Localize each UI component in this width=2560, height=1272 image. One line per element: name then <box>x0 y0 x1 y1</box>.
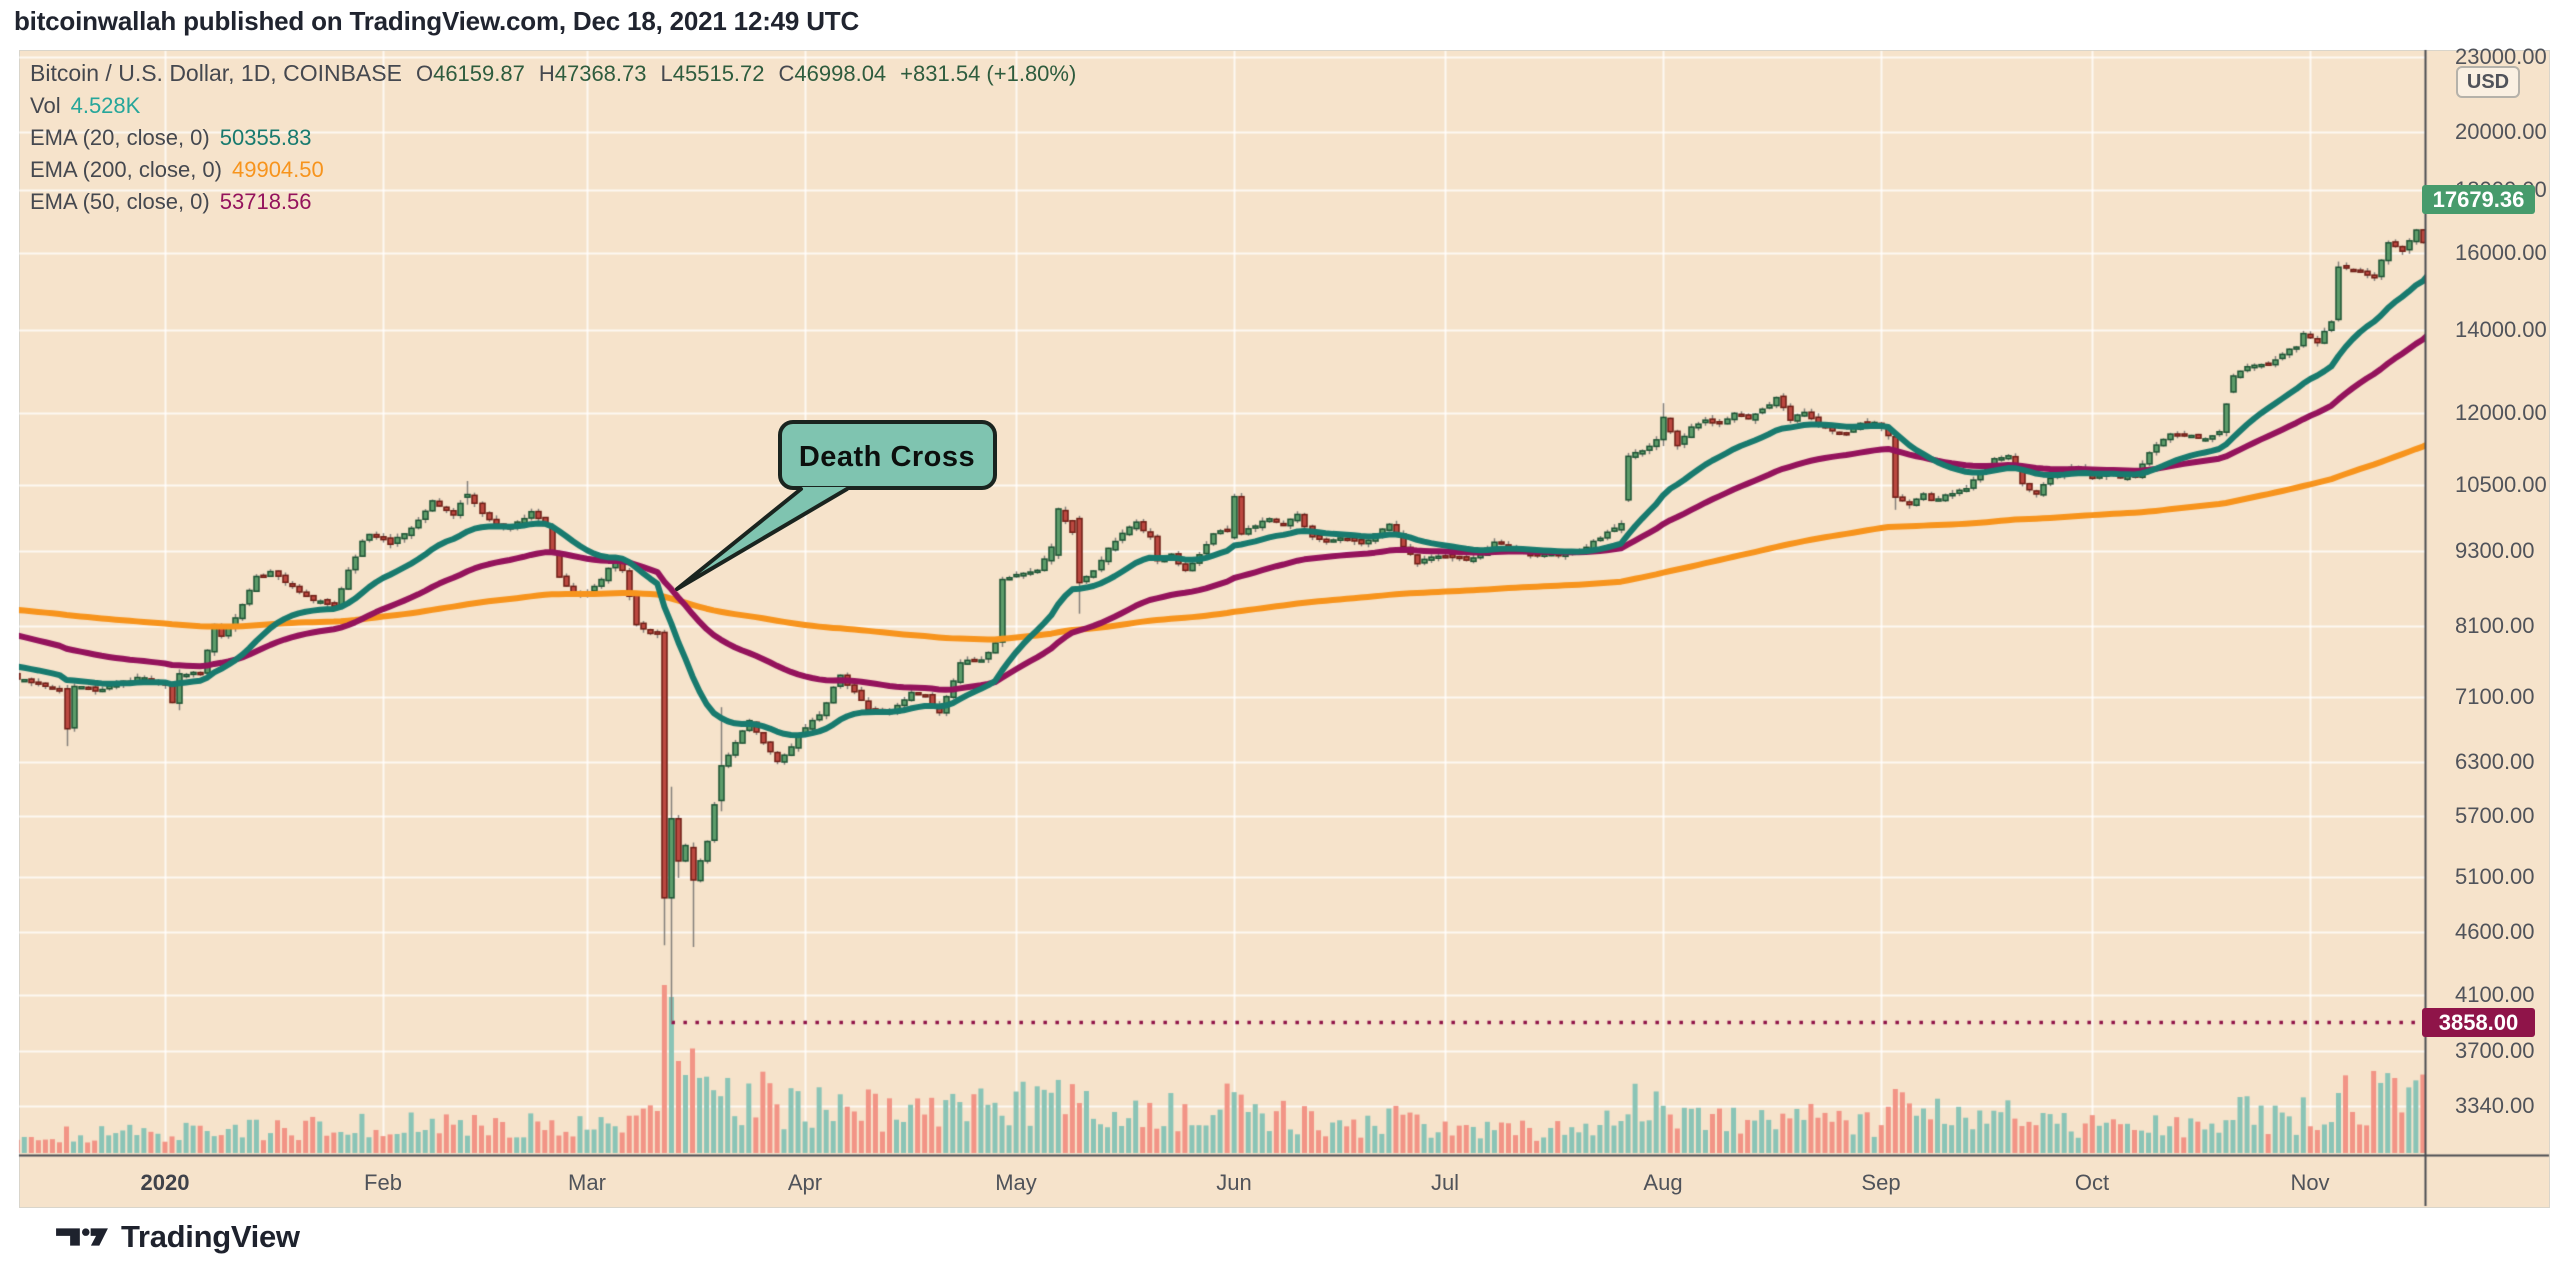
tradingview-wordmark: TradingView <box>121 1219 300 1254</box>
ohlc-key: C <box>778 61 795 86</box>
alert-price-value: 3858.00 <box>2438 1009 2519 1035</box>
ohlc-key: O <box>415 61 434 86</box>
last-price-value: 17679.36 <box>2432 186 2525 212</box>
change-value: +831.54 (+1.80%) <box>900 61 1077 86</box>
volume-label: Vol <box>30 93 61 118</box>
indicator-rows: EMA (20, close, 0) 50355.83 EMA (200, clos… <box>30 122 1076 218</box>
indicator-row-ema50[interactable]: EMA (50, close, 0) 53718.56 <box>30 186 1076 218</box>
alert-price-label: 3858.00 <box>2422 1008 2535 1037</box>
indicator-label: EMA (50, close, 0) <box>30 189 210 214</box>
indicator-label: EMA (20, close, 0) <box>30 125 210 150</box>
currency-toggle[interactable]: USD <box>2456 66 2520 98</box>
indicator-row-ema200[interactable]: EMA (200, close, 0) 49904.50 <box>30 154 1076 186</box>
tradingview-footer[interactable]: TradingView <box>55 1206 300 1268</box>
ohlc-key: L <box>660 61 673 86</box>
indicator-value: 49904.50 <box>231 157 324 182</box>
ohlc-value: 46159.87 <box>433 61 525 86</box>
tradingview-logo-icon <box>56 1228 108 1246</box>
symbol-title: Bitcoin / U.S. Dollar, 1D, COINBASE <box>30 60 402 86</box>
symbol-row[interactable]: Bitcoin / U.S. Dollar, 1D, COINBASE O4615… <box>30 57 1076 90</box>
volume-value: 4.528K <box>70 93 141 118</box>
publish-attribution-text: bitcoinwallah published on TradingView.c… <box>14 6 860 36</box>
volume-row[interactable]: Vol 4.528K <box>30 90 1076 122</box>
chart-legend: Bitcoin / U.S. Dollar, 1D, COINBASE O4615… <box>30 57 1076 218</box>
ohlc-values: O46159.87 H47368.73 L45515.72 C46998.04 <box>402 61 886 86</box>
ohlc-key: H <box>538 61 555 86</box>
indicator-label: EMA (200, close, 0) <box>30 157 222 182</box>
indicator-row-ema20[interactable]: EMA (20, close, 0) 50355.83 <box>30 122 1076 154</box>
ohlc-value: 47368.73 <box>554 61 647 86</box>
indicator-value: 50355.83 <box>219 125 312 150</box>
indicator-value: 53718.56 <box>219 189 312 214</box>
currency-label: USD <box>2466 70 2510 93</box>
ohlc-value: 46998.04 <box>794 61 887 86</box>
last-price-label: 17679.36 <box>2422 185 2535 214</box>
ohlc-value: 45515.72 <box>672 61 765 86</box>
publish-attribution: bitcoinwallah published on TradingView.c… <box>14 6 859 37</box>
